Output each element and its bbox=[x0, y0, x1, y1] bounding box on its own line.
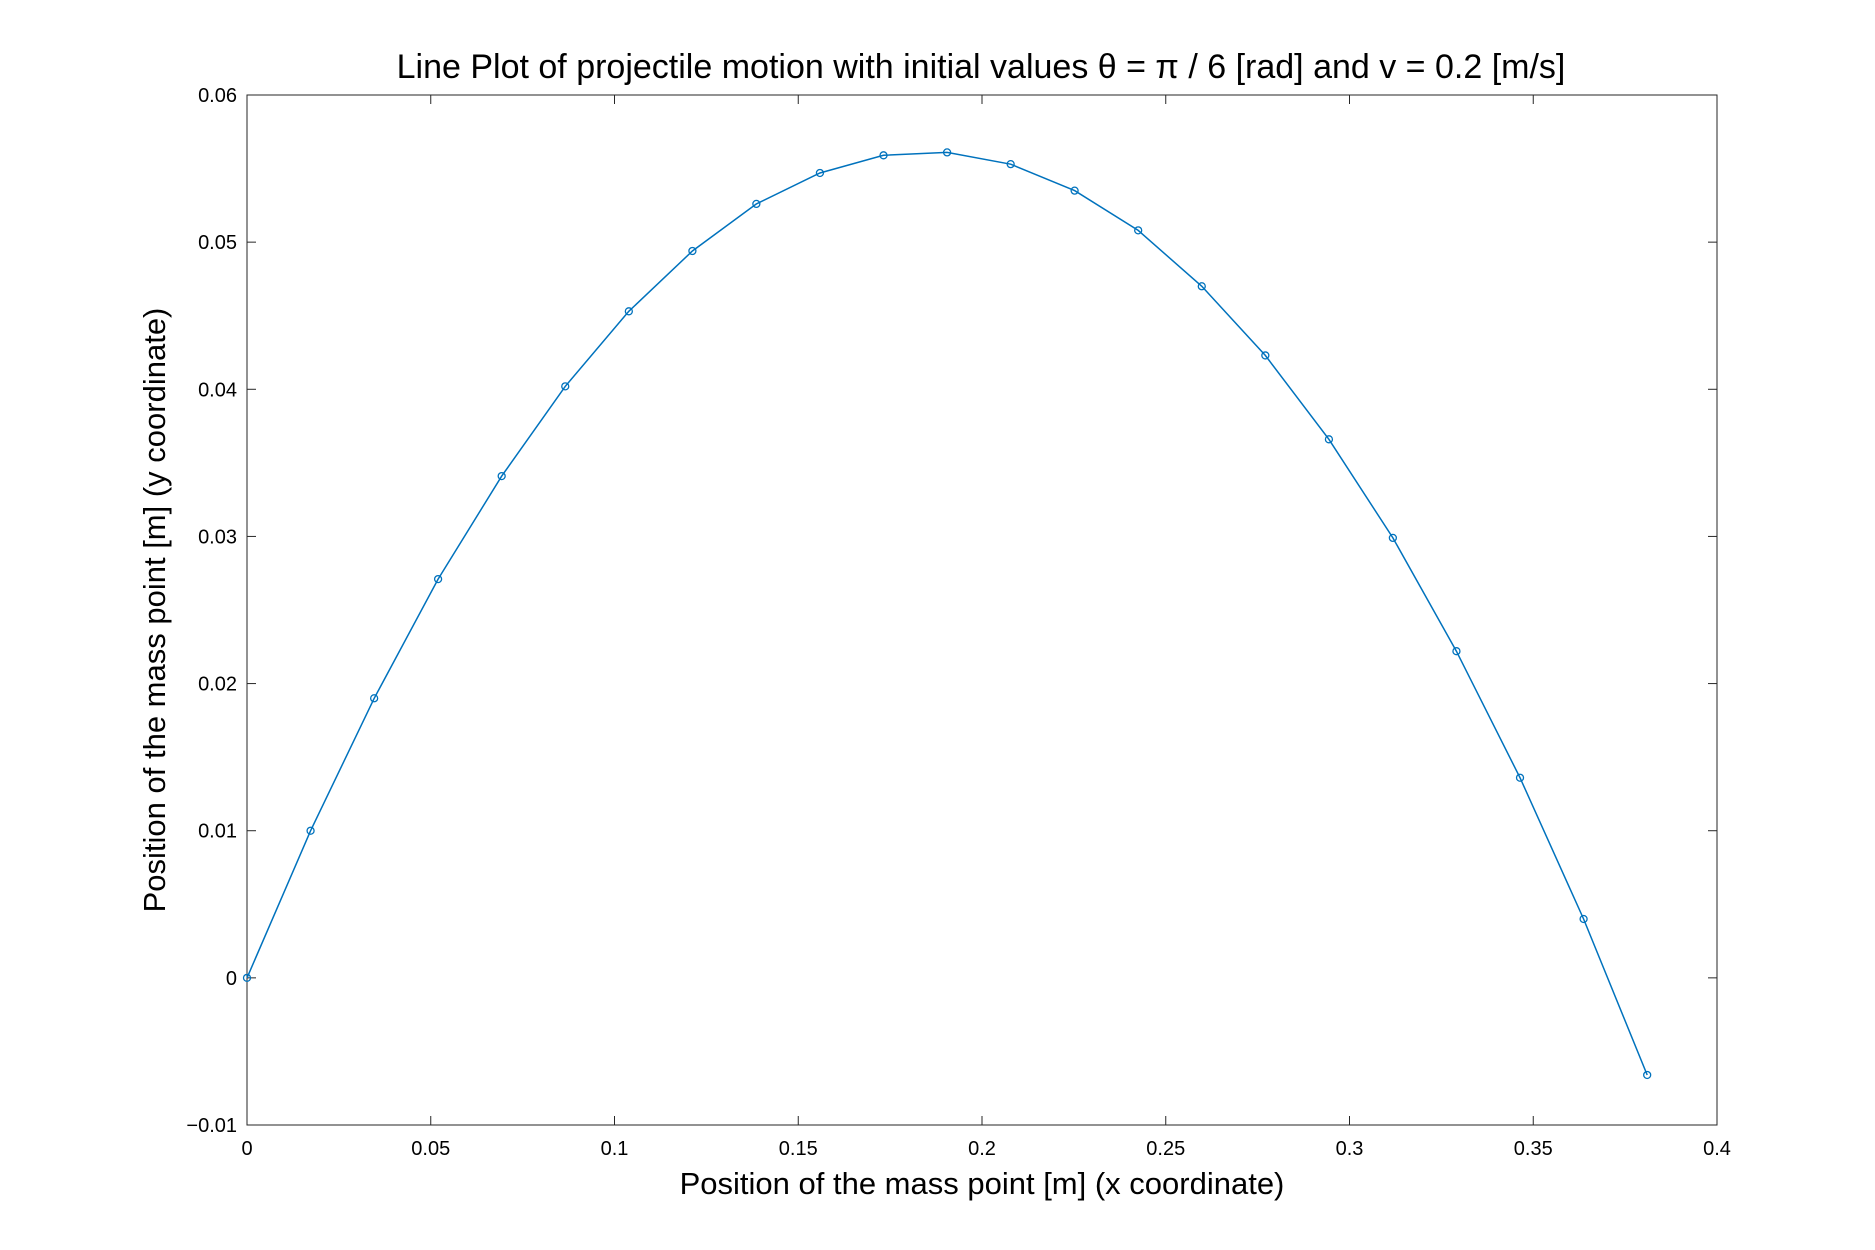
data-point-marker bbox=[942, 148, 952, 157]
x-tick-label: 0.2 bbox=[968, 1138, 996, 1160]
data-point-marker bbox=[1261, 351, 1270, 360]
data-point-marker bbox=[752, 199, 761, 209]
data-point-marker bbox=[1006, 160, 1015, 169]
data-point-marker bbox=[1515, 773, 1525, 782]
x-tick-label: 0.4 bbox=[1703, 1138, 1731, 1160]
data-point-marker bbox=[688, 246, 697, 256]
data-point-marker bbox=[370, 694, 379, 703]
data-point-marker bbox=[1579, 914, 1588, 924]
chart-title: Line Plot of projectile motion with init… bbox=[397, 48, 1566, 86]
x-tick-label: 0.3 bbox=[1336, 1138, 1364, 1160]
data-point-marker bbox=[1197, 282, 1206, 291]
data-point-marker bbox=[1452, 647, 1461, 656]
y-axis-label: Position of the mass point [m] (y coordi… bbox=[137, 308, 172, 913]
y-tick-label: −0.01 bbox=[186, 1115, 237, 1137]
y-tick-label: 0.05 bbox=[198, 232, 237, 254]
x-axis-ticks: 0 0.05 0.1 0.15 0.2 0.25 0.3 0.35 0.4 bbox=[241, 95, 1731, 1160]
y-axis-ticks: −0.01 0 0.01 0.02 0.03 0.04 0.05 0.06 bbox=[186, 85, 1717, 1137]
x-tick-label: 0.05 bbox=[411, 1138, 450, 1160]
x-tick-label: 0.15 bbox=[779, 1138, 818, 1160]
data-point-marker bbox=[1324, 435, 1334, 444]
data-point-marker bbox=[433, 574, 443, 584]
series-layer bbox=[242, 148, 1652, 1080]
data-point-marker bbox=[879, 151, 888, 160]
x-axis-label: Position of the mass point [m] (x coordi… bbox=[680, 1166, 1285, 1201]
series-line bbox=[246, 151, 1648, 1076]
data-point-marker bbox=[1070, 186, 1079, 195]
data-point-marker bbox=[242, 973, 252, 983]
x-tick-label: 0.25 bbox=[1146, 1138, 1185, 1160]
y-tick-label: 0.04 bbox=[198, 379, 237, 401]
y-tick-label: 0.01 bbox=[198, 821, 237, 843]
y-tick-label: 0.03 bbox=[198, 526, 237, 548]
data-point-marker bbox=[561, 382, 570, 391]
x-tick-label: 0.35 bbox=[1514, 1138, 1553, 1160]
data-point-marker bbox=[497, 471, 506, 481]
plot-area: 0 0.05 0.1 0.15 0.2 0.25 0.3 0.35 0.4 −0.0100.01… bbox=[186, 85, 1731, 1160]
data-point-marker bbox=[1643, 1070, 1652, 1080]
x-tick-label: 0 bbox=[241, 1138, 252, 1160]
y-tick-label: 0.06 bbox=[198, 85, 237, 107]
x-tick-label: 0.1 bbox=[601, 1138, 629, 1160]
data-point-marker bbox=[1388, 533, 1398, 543]
data-point-marker bbox=[306, 826, 315, 835]
data-point-marker bbox=[624, 307, 633, 316]
axes-box bbox=[246, 94, 1718, 1126]
y-tick-label: 0.02 bbox=[198, 674, 237, 696]
data-point-marker bbox=[1134, 226, 1143, 235]
data-point-marker bbox=[815, 168, 825, 178]
y-tick-label: 0 bbox=[226, 968, 237, 990]
